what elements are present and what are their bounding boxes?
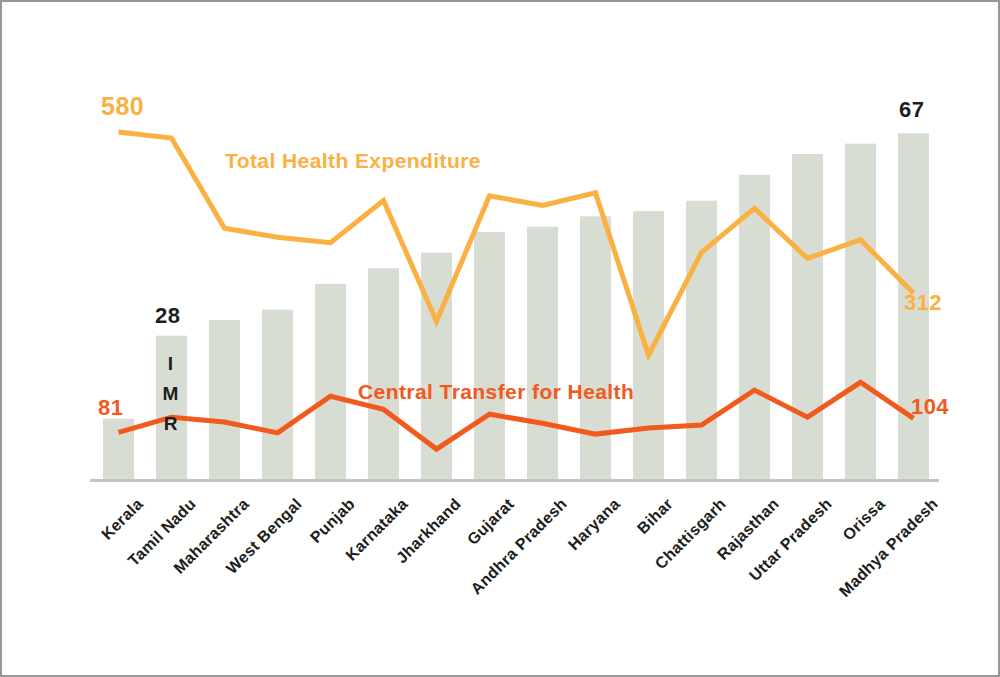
line1-start-value-label: 580 [101,92,144,121]
x-axis-line [90,479,939,482]
chart-canvas: 580 Total Health Expenditure 28 IMR 81 C… [0,0,1000,677]
imr-bar [315,284,346,481]
imr-bar [527,227,558,481]
imr-bar [368,268,399,481]
imr-bar [845,144,876,481]
line2-end-value-label: 104 [911,394,949,420]
x-axis-baseline [90,479,939,482]
imr-bar [209,320,240,481]
imr-bar [474,232,505,481]
bar-group [103,133,929,481]
bar-series-name-label-vertical: IMR [160,349,181,439]
imr-bar [580,216,611,481]
line2-series-name-label: Central Transfer for Health [358,380,634,404]
bar-value-label-madhya-pradesh: 67 [899,97,924,123]
line2-start-value-label: 81 [98,395,123,421]
line1-end-value-label: 312 [904,290,942,316]
bar-value-label-tamil-nadu: 28 [155,303,180,329]
line1-series-name-label: Total Health Expenditure [225,149,481,173]
imr-bar [633,211,664,481]
imr-bar [792,154,823,481]
imr-bar [262,310,293,481]
